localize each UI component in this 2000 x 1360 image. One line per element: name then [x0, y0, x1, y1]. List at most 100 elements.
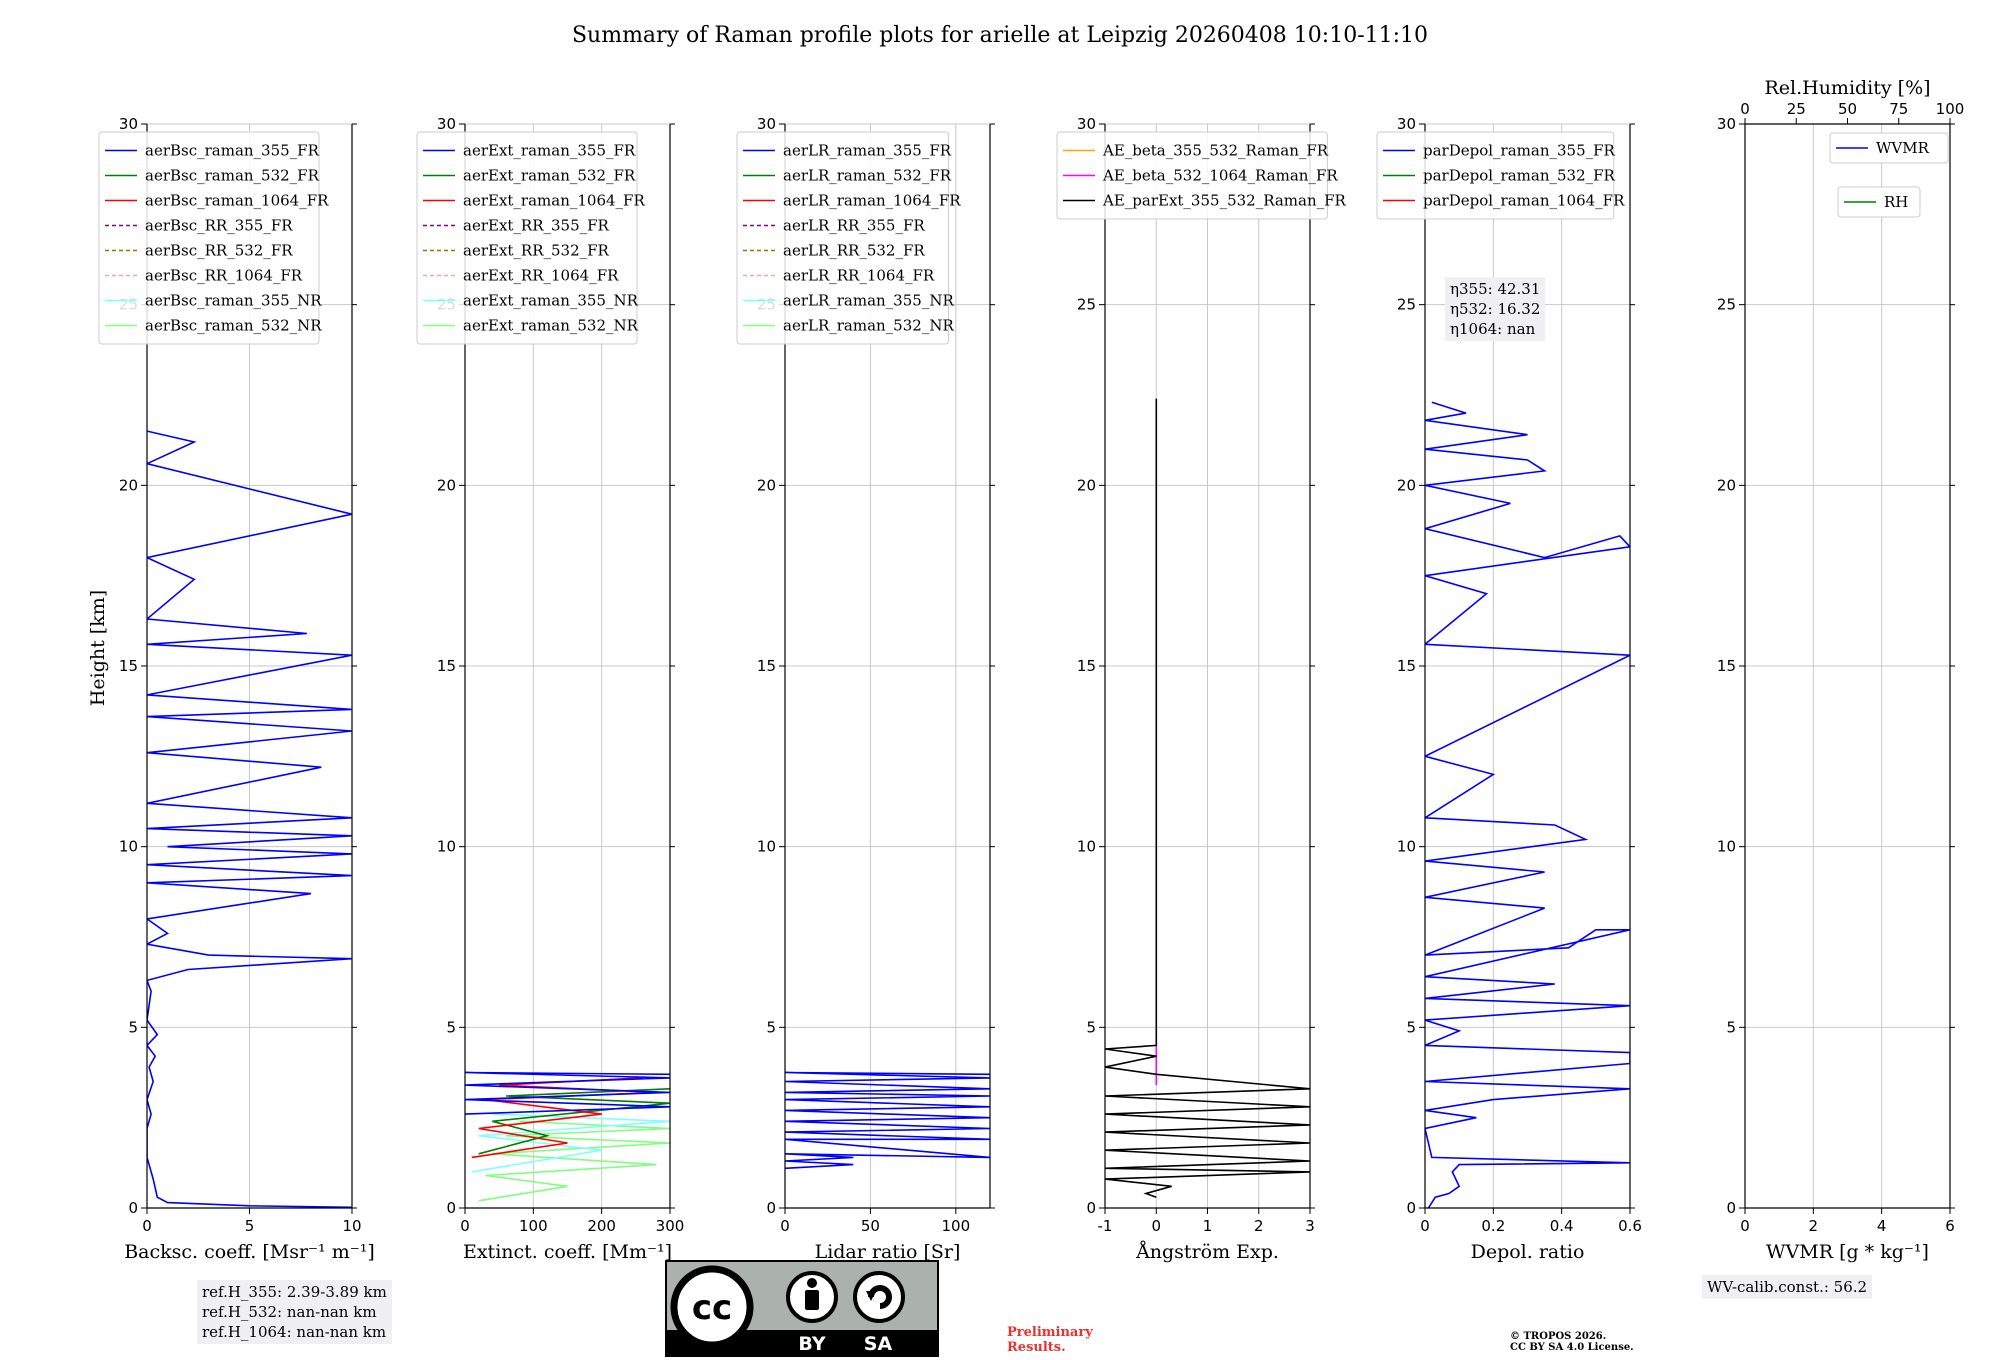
legend-label: aerBsc_RR_532_FR: [145, 242, 293, 260]
legend-label: RH: [1884, 193, 1908, 211]
legend-box: [1829, 132, 1949, 164]
y-tick-label: 20: [119, 476, 138, 494]
legend-box: [416, 131, 638, 345]
y-tick-label: 0: [1406, 1199, 1416, 1217]
y-tick-label: 5: [446, 1018, 456, 1036]
top-axis-label: Rel.Humidity [%]: [1764, 77, 1930, 99]
x-axis-label: Backsc. coeff. [Msr⁻¹ m⁻¹]: [124, 1241, 375, 1263]
x-axis-label: Ångström Exp.: [1135, 1241, 1279, 1263]
legend-label: parDepol_raman_532_FR: [1423, 167, 1616, 185]
legend-box: [736, 131, 950, 345]
profiles-ae: [1105, 398, 1310, 1198]
y-tick-label: 10: [757, 838, 776, 856]
y-tick-label: 20: [437, 476, 456, 494]
ref-height-355: ref.H_355: 2.39-3.89 km: [202, 1283, 387, 1301]
x-tick-label: 0: [142, 1217, 152, 1235]
legend-ext: aerExt_raman_355_FR aerExt_raman_532_FRae…: [416, 131, 645, 345]
legend-label: aerLR_RR_355_FR: [783, 217, 925, 235]
y-tick-label: 0: [446, 1199, 456, 1217]
y-tick-label: 30: [1397, 115, 1416, 133]
wv-calib-const: WV-calib.const.: 56.2: [1707, 1278, 1868, 1296]
y-tick-label: 25: [1717, 296, 1736, 314]
legend-label: aerBsc_raman_532_NR: [145, 317, 322, 335]
top-tick-label: 50: [1838, 100, 1857, 118]
wv-calibration-box: WV-calib.const.: 56.2: [1702, 1275, 1873, 1299]
reference-height-box: ref.H_355: 2.39-3.89 km ref.H_532: nan-n…: [197, 1280, 392, 1344]
y-tick-label: 30: [1077, 115, 1096, 133]
x-tick-label: 2: [1254, 1217, 1264, 1235]
legend-label: aerBsc_raman_1064_FR: [145, 192, 329, 210]
legend-label: AE_beta_355_532_Raman_FR: [1102, 142, 1329, 160]
copyright-notice: © TROPOS 2026. CC BY SA 4.0 License.: [1510, 1331, 1634, 1353]
profile-line-black: [1105, 398, 1310, 1198]
eta-532: η532: 16.32: [1450, 300, 1541, 318]
x-tick-label: 3: [1305, 1217, 1315, 1235]
x-tick-label: -1: [1098, 1217, 1113, 1235]
y-tick-label: 25: [1077, 296, 1096, 314]
profile-line-cyan: [471, 1113, 670, 1173]
profiles-ext: [465, 1071, 670, 1202]
profile-line-red: [471, 1077, 657, 1159]
preliminary-line-2: Results.: [1007, 1340, 1066, 1355]
legend-box: [98, 131, 320, 345]
legend-lr: aerLR_raman_355_FR aerLR_raman_532_FR aerL…: [736, 131, 961, 345]
legend-bsc: aerBsc_raman_355_FR aerBsc_raman_532_FRae…: [98, 131, 329, 345]
panel-ext: 0100200300051015202530Extinct. coeff. [M…: [416, 115, 685, 1263]
y-tick-label: 30: [757, 115, 776, 133]
x-tick-label: 0.4: [1550, 1217, 1574, 1235]
legend-label: aerLR_RR_532_FR: [783, 242, 925, 260]
legend-label: aerBsc_raman_355_FR: [145, 142, 320, 160]
y-tick-label: 10: [1397, 838, 1416, 856]
ref-height-532: ref.H_532: nan-nan km: [202, 1303, 377, 1321]
copyright-line-1: © TROPOS 2026.: [1510, 1331, 1607, 1342]
cc-by-label: BY: [798, 1333, 825, 1355]
profile-line-blue: [1425, 401, 1630, 1208]
y-tick-label: 20: [1077, 476, 1096, 494]
y-tick-label: 15: [1077, 657, 1096, 675]
cc-icon-label: cc: [692, 1288, 732, 1328]
x-tick-label: 0: [1740, 1217, 1750, 1235]
y-tick-label: 25: [1397, 296, 1416, 314]
x-tick-label: 0: [1420, 1217, 1430, 1235]
x-tick-label: 0: [460, 1217, 470, 1235]
legend-label: parDepol_raman_355_FR: [1423, 142, 1616, 160]
y-tick-label: 0: [128, 1199, 138, 1217]
y-tick-label: 15: [437, 657, 456, 675]
figure-title: Summary of Raman profile plots for ariel…: [572, 23, 1428, 48]
y-tick-label: 15: [1397, 657, 1416, 675]
profiles-depol: [1425, 401, 1630, 1208]
legend-label: AE_beta_532_1064_Raman_FR: [1102, 167, 1338, 185]
eta-1064: η1064: nan: [1450, 320, 1536, 338]
legend-label: aerExt_raman_532_FR: [463, 167, 636, 185]
x-tick-label: 0.6: [1618, 1217, 1642, 1235]
x-tick-label: 300: [656, 1217, 685, 1235]
y-tick-label: 10: [1717, 838, 1736, 856]
ref-height-1064: ref.H_1064: nan-nan km: [202, 1323, 387, 1341]
profile-line-blue: [465, 1071, 670, 1115]
top-tick-label: 0: [1740, 100, 1750, 118]
eta-355: η355: 42.31: [1450, 280, 1541, 298]
x-tick-label: 10: [342, 1217, 361, 1235]
cc-sa-label: SA: [864, 1333, 893, 1355]
x-tick-label: 6: [1945, 1217, 1955, 1235]
panel-wvmr: 0 2 4 6 0 5 10 15 20 25 30 WVMR [g * kg⁻¹] 0 25 50 75 10…: [1717, 77, 1964, 1263]
legend-label: aerLR_raman_532_FR: [783, 167, 952, 185]
x-tick-label: 0: [780, 1217, 790, 1235]
top-tick-label: 25: [1787, 100, 1806, 118]
legend-box: [1837, 186, 1921, 218]
y-tick-label: 20: [757, 476, 776, 494]
x-axis-label: Extinct. coeff. [Mm⁻¹]: [463, 1241, 672, 1263]
x-tick-label: 100: [942, 1217, 971, 1235]
profile-line-blue: [785, 1071, 990, 1170]
y-tick-label: 5: [1086, 1018, 1096, 1036]
x-tick-label: 50: [861, 1217, 880, 1235]
y-tick-label: 0: [766, 1199, 776, 1217]
legend-label: aerLR_raman_1064_FR: [783, 192, 961, 210]
x-axis-label: WVMR [g * kg⁻¹]: [1766, 1241, 1929, 1263]
panel-depol: 0 0.2 0.4 0.6 0 5 10 15 20 25 30 Depol. ratio parDep…: [1376, 115, 1642, 1263]
legend-label: aerExt_raman_355_FR: [463, 142, 636, 160]
legend-label: aerLR_RR_1064_FR: [783, 267, 935, 285]
legend-label: aerLR_raman_355_FR: [783, 142, 952, 160]
legend-label: aerBsc_raman_532_FR: [145, 167, 320, 185]
